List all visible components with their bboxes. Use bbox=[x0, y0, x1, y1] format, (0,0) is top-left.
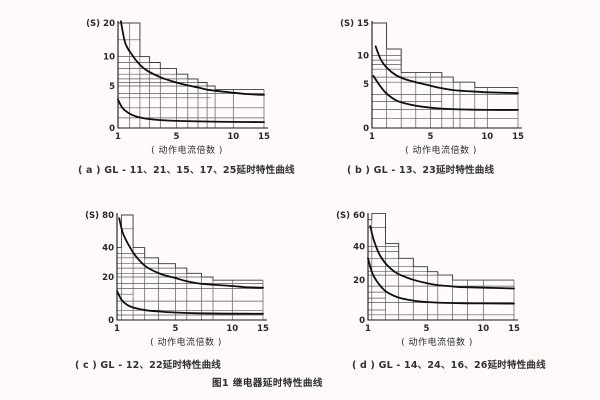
chart-b-caption: ( b ) GL - 13、23延时特性曲线 bbox=[347, 165, 495, 176]
y-tick-label: 10 bbox=[357, 52, 369, 62]
x-tick-label: 15 bbox=[508, 324, 520, 334]
x-tick-label: 10 bbox=[227, 132, 239, 142]
y-unit-label: (S) bbox=[86, 19, 100, 29]
x-tick-label: 15 bbox=[257, 324, 269, 334]
tolerance-grid bbox=[372, 23, 519, 128]
chart-b: 0 5 10 15 1 5 10 15 (S)( 动作电流倍数 ) bbox=[334, 8, 549, 166]
chart-c-caption: ( c ) GL - 12、22延时特性曲线 bbox=[75, 360, 221, 371]
tolerance-grid bbox=[117, 215, 264, 320]
step-envelope bbox=[368, 212, 514, 281]
y-unit-label: (S) bbox=[336, 211, 350, 221]
chart-a: 0 5 10 20 1 5 10 15 (S)( 动作电流倍数 ) bbox=[80, 8, 295, 166]
y-unit-label: (S) bbox=[85, 211, 99, 221]
lower-limit-curve bbox=[367, 257, 515, 305]
lower-limit-curve bbox=[372, 75, 519, 111]
step-envelope bbox=[118, 22, 264, 90]
y-tick-label: 20 bbox=[353, 276, 365, 286]
axes bbox=[367, 213, 518, 321]
x-tick-label: 15 bbox=[512, 132, 524, 142]
tolerance-grid bbox=[118, 23, 265, 128]
x-tick-label: 5 bbox=[172, 324, 178, 334]
upper-limit-curve bbox=[374, 45, 519, 95]
y-tick-label: 5 bbox=[363, 80, 369, 90]
x-axis-title: ( 动作电流倍数 ) bbox=[405, 144, 477, 156]
figure-caption: 图1 继电器延时特性曲线 bbox=[212, 378, 323, 389]
y-tick-label: 20 bbox=[103, 19, 115, 29]
y-tick-label: 5 bbox=[109, 82, 115, 92]
y-tick-label: 20 bbox=[102, 273, 114, 283]
y-tick-label: 0 bbox=[108, 316, 114, 326]
y-unit-label: (S) bbox=[340, 19, 354, 29]
x-tick-label: 10 bbox=[226, 324, 238, 334]
x-tick-label: 10 bbox=[477, 324, 489, 334]
y-tick-label: 40 bbox=[353, 243, 365, 253]
lower-limit-curve bbox=[116, 290, 264, 315]
upper-limit-curve bbox=[369, 225, 515, 290]
y-tick-label: 0 bbox=[363, 124, 369, 134]
y-tick-label: 0 bbox=[109, 124, 115, 134]
y-tick-label: 80 bbox=[102, 211, 114, 221]
y-tick-label: 60 bbox=[353, 211, 365, 221]
step-envelope bbox=[117, 214, 263, 281]
axes bbox=[371, 21, 522, 129]
upper-limit-curve bbox=[120, 20, 265, 96]
x-axis-title: ( 动作电流倍数 ) bbox=[401, 336, 473, 348]
x-tick-label: 5 bbox=[423, 324, 429, 334]
axes bbox=[117, 21, 268, 129]
y-tick-label: 0 bbox=[359, 316, 365, 326]
x-tick-label: 1 bbox=[365, 324, 371, 334]
axes bbox=[116, 213, 267, 321]
x-tick-label: 10 bbox=[481, 132, 493, 142]
x-tick-label: 1 bbox=[369, 132, 375, 142]
y-tick-label: 40 bbox=[102, 244, 114, 254]
y-tick-label: 10 bbox=[103, 53, 115, 63]
x-axis-title: ( 动作电流倍数 ) bbox=[151, 144, 223, 156]
lower-limit-curve bbox=[117, 98, 265, 123]
chart-d: 0 20 40 60 1 5 10 15 (S)( 动作电流倍数 ) bbox=[330, 200, 545, 358]
x-tick-label: 1 bbox=[114, 324, 120, 334]
x-axis-title: ( 动作电流倍数 ) bbox=[150, 336, 222, 348]
step-envelope bbox=[372, 22, 518, 88]
chart-a-caption: ( a ) GL - 11、21、15、17、25延时特性曲线 bbox=[78, 165, 295, 176]
chart-c: 0 20 40 80 1 5 10 15 (S)( 动作电流倍数 ) bbox=[79, 200, 294, 358]
x-tick-label: 1 bbox=[115, 132, 121, 142]
chart-d-caption: ( d ) GL - 14、24、16、26延时特性曲线 bbox=[352, 360, 546, 371]
x-tick-label: 5 bbox=[173, 132, 179, 142]
upper-limit-curve bbox=[118, 217, 264, 289]
x-tick-label: 5 bbox=[427, 132, 433, 142]
x-tick-label: 15 bbox=[258, 132, 270, 142]
y-tick-label: 15 bbox=[357, 19, 369, 29]
